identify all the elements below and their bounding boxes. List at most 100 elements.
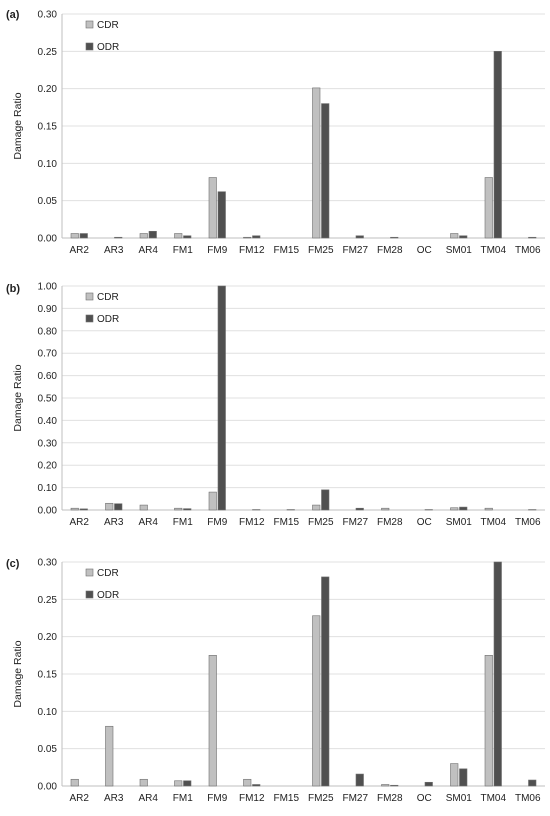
legend-swatch-odr xyxy=(85,590,94,599)
x-tick-label: AR2 xyxy=(70,517,90,528)
bar-cdr-tm04 xyxy=(484,507,493,511)
y-tick-label: 0.00 xyxy=(38,506,58,517)
bar-odr-sm01 xyxy=(459,506,468,511)
x-tick-label: FM25 xyxy=(308,245,334,256)
y-tick-label: 0.10 xyxy=(38,159,58,170)
bar-cdr-sm01 xyxy=(450,507,459,511)
bar-odr-fm12 xyxy=(252,784,261,787)
x-tick-label: FM25 xyxy=(308,517,334,528)
bar-odr-tm04 xyxy=(493,51,502,239)
bar-cdr-ar2 xyxy=(70,778,79,787)
x-tick-label: AR3 xyxy=(104,245,124,256)
y-tick-label: 0.40 xyxy=(38,416,58,427)
y-tick-label: 0.15 xyxy=(38,670,58,681)
bar-cdr-fm12 xyxy=(243,236,252,239)
legend-label-odr: ODR xyxy=(97,590,119,601)
legend-label-cdr: CDR xyxy=(97,292,119,303)
x-tick-label: TM04 xyxy=(480,245,506,256)
panel-label: (c) xyxy=(6,558,20,570)
x-tick-label: OC xyxy=(417,793,432,804)
bar-cdr-fm9 xyxy=(208,177,217,239)
x-tick-label: FM9 xyxy=(207,517,227,528)
bar-cdr-ar3 xyxy=(105,725,114,787)
legend-label-odr: ODR xyxy=(97,42,119,53)
y-tick-label: 0.15 xyxy=(38,122,58,133)
y-tick-label: 0.30 xyxy=(38,558,58,569)
x-tick-label: FM25 xyxy=(308,793,334,804)
y-tick-label: 0.25 xyxy=(38,595,58,606)
legend-swatch-cdr xyxy=(85,292,94,301)
y-tick-label: 0.20 xyxy=(38,461,58,472)
bar-cdr-ar2 xyxy=(70,233,79,239)
x-tick-label: AR4 xyxy=(139,517,159,528)
y-axis-label: Damage Ratio xyxy=(12,364,24,431)
x-tick-label: FM12 xyxy=(239,517,265,528)
bar-odr-fm9 xyxy=(217,285,226,511)
x-tick-label: SM01 xyxy=(446,245,473,256)
y-tick-label: 0.50 xyxy=(38,394,58,405)
x-tick-label: TM06 xyxy=(515,245,541,256)
legend-label-cdr: CDR xyxy=(97,568,119,579)
x-tick-label: AR4 xyxy=(139,245,159,256)
x-tick-label: AR4 xyxy=(139,793,159,804)
y-axis-label: Damage Ratio xyxy=(12,92,24,159)
bar-odr-sm01 xyxy=(459,768,468,787)
y-tick-label: 0.60 xyxy=(38,371,58,382)
x-tick-label: TM06 xyxy=(515,517,541,528)
x-tick-label: FM28 xyxy=(377,517,403,528)
y-tick-label: 0.25 xyxy=(38,47,58,58)
bar-odr-fm1 xyxy=(183,235,192,239)
bar-odr-fm9 xyxy=(217,191,226,239)
x-tick-label: FM15 xyxy=(273,517,299,528)
bar-odr-fm28 xyxy=(390,236,399,239)
bar-cdr-fm9 xyxy=(208,655,217,787)
x-tick-label: FM15 xyxy=(273,245,299,256)
x-tick-label: FM1 xyxy=(173,245,193,256)
bar-odr-fm12 xyxy=(252,235,261,239)
bar-odr-ar2 xyxy=(79,508,88,511)
x-tick-label: FM27 xyxy=(342,793,368,804)
bar-odr-sm01 xyxy=(459,235,468,239)
y-tick-label: 0.10 xyxy=(38,707,58,718)
bar-odr-fm27 xyxy=(355,235,364,239)
x-tick-label: OC xyxy=(417,245,432,256)
legend-swatch-odr xyxy=(85,42,94,51)
x-tick-label: AR3 xyxy=(104,793,124,804)
y-tick-label: 0.30 xyxy=(38,438,58,449)
bar-cdr-fm25 xyxy=(312,504,321,511)
y-tick-label: 0.10 xyxy=(38,483,58,494)
x-tick-label: AR3 xyxy=(104,517,124,528)
bar-odr-ar4 xyxy=(148,230,157,239)
bar-cdr-sm01 xyxy=(450,233,459,239)
legend-label-odr: ODR xyxy=(97,314,119,325)
bar-cdr-ar3 xyxy=(105,502,114,511)
bar-cdr-fm1 xyxy=(174,507,183,511)
panel-label: (b) xyxy=(6,283,20,295)
bar-cdr-ar4 xyxy=(139,233,148,239)
y-axis-label: Damage Ratio xyxy=(12,640,24,707)
x-tick-label: TM06 xyxy=(515,793,541,804)
y-tick-label: 0.30 xyxy=(38,10,58,21)
x-tick-label: FM27 xyxy=(342,245,368,256)
bar-cdr-ar4 xyxy=(139,504,148,511)
bar-cdr-fm1 xyxy=(174,233,183,239)
x-tick-label: FM15 xyxy=(273,793,299,804)
x-tick-label: SM01 xyxy=(446,517,473,528)
bar-odr-fm28 xyxy=(390,784,399,787)
bar-odr-tm06 xyxy=(528,236,537,239)
bar-odr-fm25 xyxy=(321,103,330,239)
x-tick-label: FM1 xyxy=(173,793,193,804)
bar-odr-tm04 xyxy=(493,561,502,787)
bar-cdr-ar2 xyxy=(70,507,79,511)
legend-swatch-cdr xyxy=(85,20,94,29)
y-tick-label: 0.70 xyxy=(38,349,58,360)
chart-panel-2: 0.00 0.10 0.20 0.30 0.40 0.50 0.60 0.70 0.80 0.90… xyxy=(6,282,545,528)
y-tick-label: 0.05 xyxy=(38,744,58,755)
bar-cdr-ar4 xyxy=(139,778,148,787)
bar-odr-ar3 xyxy=(114,503,123,511)
bar-odr-fm25 xyxy=(321,576,330,787)
x-tick-label: FM27 xyxy=(342,517,368,528)
y-tick-label: 0.80 xyxy=(38,326,58,337)
chart-panel-3: 0.00 0.05 0.10 0.15 0.20 0.25 0.30 AR2 AR3 AR4 FM1… xyxy=(6,558,545,804)
